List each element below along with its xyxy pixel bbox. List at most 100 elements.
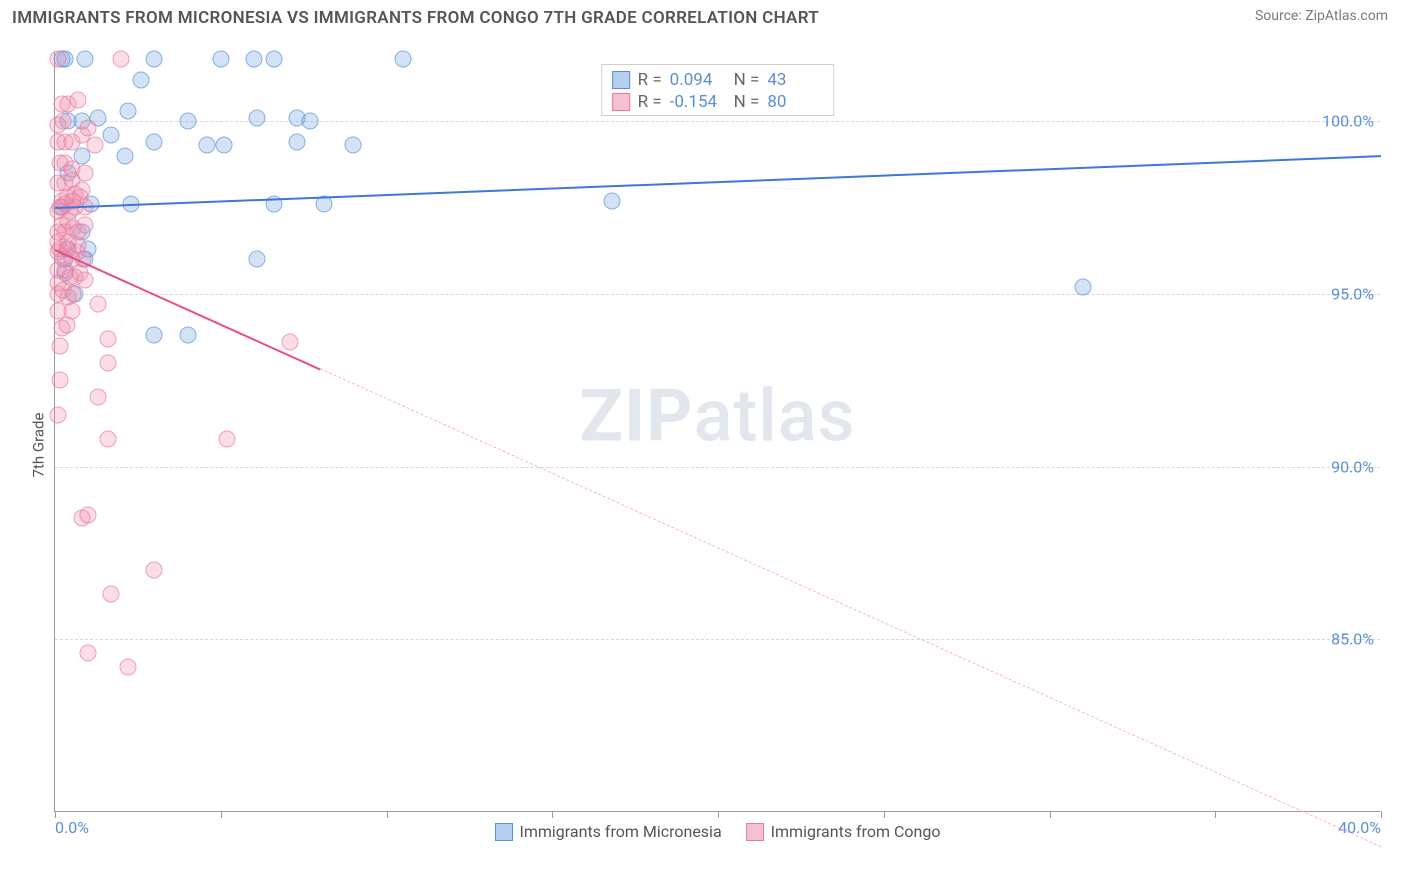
data-point-micronesia — [216, 137, 233, 154]
n-label: N = — [734, 70, 760, 90]
trend-line-micronesia — [55, 156, 1381, 210]
legend-swatch — [612, 71, 630, 89]
data-point-congo — [113, 50, 130, 67]
legend-swatch — [746, 823, 764, 841]
source-value: ZipAtlas.com — [1305, 8, 1388, 24]
data-point-micronesia — [146, 327, 163, 344]
r-label: R = — [638, 92, 662, 112]
data-point-congo — [100, 354, 117, 371]
data-point-micronesia — [133, 71, 150, 88]
gridline — [55, 467, 1380, 468]
data-point-congo — [76, 272, 93, 289]
x-tick-label: 40.0% — [1338, 818, 1381, 837]
source-attribution: Source: ZipAtlas.com — [1255, 8, 1388, 24]
stats-row: R = 0.094 N = 43 — [612, 69, 824, 91]
legend-swatch — [495, 823, 513, 841]
y-tick-label: 95.0% — [1331, 284, 1374, 303]
data-point-congo — [71, 189, 88, 206]
chart-area: 7th Grade ZIPatlas R = 0.094 N = 43 R = -0.15… — [12, 40, 1394, 850]
data-point-micronesia — [179, 327, 196, 344]
data-point-congo — [146, 562, 163, 579]
x-tick — [1215, 811, 1216, 818]
y-tick-label: 85.0% — [1331, 630, 1374, 649]
x-tick — [221, 811, 222, 818]
data-point-congo — [80, 645, 97, 662]
data-point-congo — [76, 216, 93, 233]
data-point-congo — [65, 285, 82, 302]
y-axis-label: 7th Grade — [29, 413, 47, 478]
data-point-micronesia — [199, 137, 216, 154]
data-point-congo — [50, 406, 67, 423]
data-point-congo — [51, 372, 68, 389]
data-point-congo — [55, 113, 72, 130]
data-point-micronesia — [265, 50, 282, 67]
n-label: N = — [734, 92, 760, 112]
data-point-congo — [50, 303, 67, 320]
r-value: 0.094 — [670, 70, 726, 90]
data-point-congo — [100, 330, 117, 347]
data-point-congo — [86, 137, 103, 154]
legend-item: Immigrants from Congo — [746, 822, 941, 841]
gridline — [55, 294, 1380, 295]
source-label: Source: — [1255, 8, 1305, 24]
watermark-bold: ZIP — [579, 374, 693, 459]
stats-row: R = -0.154 N = 80 — [612, 91, 824, 113]
data-point-congo — [76, 164, 93, 181]
chart-title: IMMIGRANTS FROM MICRONESIA VS IMMIGRANTS… — [12, 8, 819, 28]
x-tick — [1381, 811, 1382, 818]
gridline — [55, 639, 1380, 640]
data-point-congo — [51, 337, 68, 354]
data-point-micronesia — [76, 50, 93, 67]
data-point-congo — [119, 658, 136, 675]
data-point-micronesia — [249, 251, 266, 268]
legend-label: Immigrants from Micronesia — [520, 822, 722, 841]
x-tick — [718, 811, 719, 818]
data-point-micronesia — [146, 50, 163, 67]
data-point-micronesia — [288, 133, 305, 150]
data-point-congo — [80, 120, 97, 137]
legend-item: Immigrants from Micronesia — [495, 822, 722, 841]
legend-label: Immigrants from Congo — [771, 822, 941, 841]
chart-header: IMMIGRANTS FROM MICRONESIA VS IMMIGRANTS… — [0, 0, 1406, 32]
data-point-micronesia — [249, 109, 266, 126]
data-point-micronesia — [146, 133, 163, 150]
x-tick-label: 0.0% — [55, 818, 89, 837]
series-legend: Immigrants from Micronesia Immigrants fro… — [55, 822, 1380, 841]
n-value: 43 — [767, 70, 823, 90]
plot-region: ZIPatlas R =0.094N =43R =-0.154N =80 Imm… — [54, 52, 1380, 812]
data-point-micronesia — [119, 102, 136, 119]
data-point-congo — [100, 430, 117, 447]
data-point-congo — [90, 296, 107, 313]
data-point-micronesia — [116, 147, 133, 164]
data-point-micronesia — [345, 137, 362, 154]
data-point-congo — [50, 50, 67, 67]
data-point-micronesia — [245, 50, 262, 67]
data-point-congo — [282, 334, 299, 351]
watermark: ZIPatlas — [579, 374, 855, 459]
data-point-congo — [90, 389, 107, 406]
data-point-micronesia — [212, 50, 229, 67]
data-point-congo — [80, 506, 97, 523]
correlation-stats-box: R = 0.094 N = 43 R = -0.154 N = 80 — [601, 64, 835, 116]
data-point-congo — [219, 430, 236, 447]
data-point-congo — [70, 92, 87, 109]
y-tick-label: 100.0% — [1322, 112, 1374, 131]
n-value: 80 — [767, 92, 823, 112]
data-point-micronesia — [302, 113, 319, 130]
data-point-micronesia — [603, 192, 620, 209]
data-point-micronesia — [395, 50, 412, 67]
y-tick-label: 90.0% — [1331, 457, 1374, 476]
x-tick — [387, 811, 388, 818]
data-point-congo — [103, 586, 120, 603]
trend-line-congo — [320, 368, 1381, 847]
x-tick — [884, 811, 885, 818]
r-label: R = — [638, 70, 662, 90]
data-point-congo — [50, 275, 67, 292]
data-point-micronesia — [1074, 278, 1091, 295]
x-tick — [552, 811, 553, 818]
watermark-rest: atlas — [694, 374, 856, 459]
data-point-micronesia — [179, 113, 196, 130]
data-point-congo — [70, 237, 87, 254]
r-value: -0.154 — [670, 92, 726, 112]
legend-swatch — [612, 93, 630, 111]
